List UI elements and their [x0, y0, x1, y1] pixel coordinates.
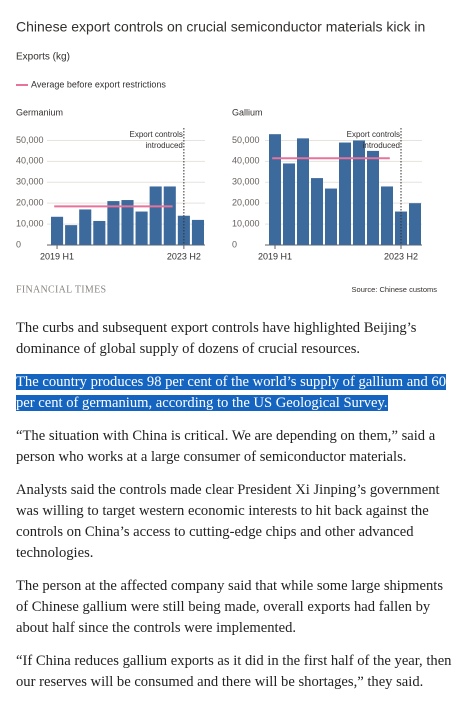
y-tick-label: 30,000 [232, 177, 260, 187]
page: {"header": {"title": "Chinese export con… [16, 18, 452, 690]
x-tick-label: 2019 H1 [258, 251, 292, 261]
bar [121, 200, 134, 245]
y-tick-label: 20,000 [232, 198, 260, 208]
source: Source: Chinese customs [352, 285, 438, 294]
y-tick-label: 0 [232, 239, 237, 249]
bar [163, 186, 176, 245]
bar [51, 216, 64, 245]
x-tick-label: 2019 H1 [40, 251, 74, 261]
bar [93, 220, 106, 245]
bar [311, 178, 323, 245]
bar [297, 138, 309, 245]
article: The curbs and subsequent export controls… [16, 318, 452, 705]
brand: FINANCIAL TIMES [16, 284, 106, 295]
bar [269, 134, 281, 245]
paragraph: The curbs and subsequent export controls… [16, 320, 417, 357]
paragraph: Analysts said the controls made clear Pr… [16, 482, 440, 561]
annotation: introduced [146, 141, 183, 150]
highlighted-text: The country produces 98 per cent of the … [16, 374, 447, 411]
bar [107, 201, 120, 245]
bar [149, 186, 162, 245]
chart-title: Chinese export controls on crucial semic… [16, 19, 425, 35]
bar [367, 150, 379, 245]
bar [353, 140, 365, 245]
paragraph: “The situation with China is critical. W… [16, 428, 436, 465]
bar [325, 188, 337, 245]
y-tick-label: 20,000 [16, 198, 44, 208]
y-tick-label: 40,000 [16, 156, 44, 166]
legend-label: Average before export restrictions [31, 79, 166, 89]
bar [283, 163, 295, 245]
x-tick-label: 2023 H2 [384, 251, 418, 261]
y-tick-label: 40,000 [232, 156, 260, 166]
annotation: Export controls [130, 130, 183, 139]
y-tick-label: 10,000 [232, 218, 260, 228]
y-tick-label: 50,000 [16, 135, 44, 145]
y-tick-label: 50,000 [232, 135, 260, 145]
chart-panel: Chinese export controls on crucial semic… [16, 19, 438, 295]
bar [339, 142, 351, 245]
y-tick-label: 10,000 [16, 218, 44, 228]
chart-subtitle: Exports (kg) [16, 52, 70, 63]
bar [65, 225, 78, 245]
x-tick-label: 2023 H2 [167, 251, 201, 261]
annotation: introduced [363, 141, 400, 150]
paragraph: The person at the affected company said … [16, 578, 444, 636]
paragraph: The country produces 98 per cent of the … [16, 372, 452, 414]
y-tick-label: 0 [16, 239, 21, 249]
chart-title: Germanium [16, 107, 63, 117]
chart-title: Gallium [232, 107, 263, 117]
paragraph: “If China reduces gallium exports as it … [16, 653, 452, 690]
bar [135, 211, 148, 245]
annotation: Export controls [347, 130, 400, 139]
y-tick-label: 30,000 [16, 177, 44, 187]
bar [381, 186, 393, 245]
bar [191, 219, 204, 245]
bar [409, 203, 421, 245]
bar [79, 209, 92, 245]
